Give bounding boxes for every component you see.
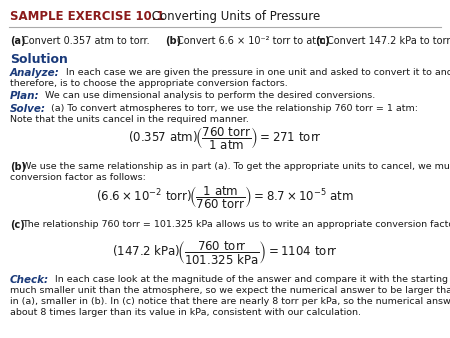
Text: Converting Units of Pressure: Converting Units of Pressure — [148, 10, 320, 23]
Text: Convert 0.357 atm to torr.: Convert 0.357 atm to torr. — [22, 36, 149, 46]
Text: Solution: Solution — [10, 53, 68, 66]
Text: $(147.2\ \mathrm{kPa})\!\left(\dfrac{760\ \mathrm{torr}}{101.325\ \mathrm{kPa}}\: $(147.2\ \mathrm{kPa})\!\left(\dfrac{760… — [112, 239, 338, 266]
Text: (b): (b) — [165, 36, 181, 46]
Text: Convert 6.6 × 10⁻² torr to atm.: Convert 6.6 × 10⁻² torr to atm. — [177, 36, 328, 46]
Text: much smaller unit than the atmosphere, so we expect the numerical answer to be l: much smaller unit than the atmosphere, s… — [10, 286, 450, 295]
Text: about 8 times larger than its value in kPa, consistent with our calculation.: about 8 times larger than its value in k… — [10, 308, 361, 317]
Text: We can use dimensional analysis to perform the desired conversions.: We can use dimensional analysis to perfo… — [42, 91, 375, 100]
Text: in (a), smaller in (b). In (c) notice that there are nearly 8 torr per kPa, so t: in (a), smaller in (b). In (c) notice th… — [10, 297, 450, 306]
Text: SAMPLE EXERCISE 10.1: SAMPLE EXERCISE 10.1 — [10, 10, 165, 23]
Text: Analyze:: Analyze: — [10, 68, 60, 78]
Text: In each case look at the magnitude of the answer and compare it with the startin: In each case look at the magnitude of th… — [52, 275, 450, 284]
Text: $(0.357\ \mathrm{atm})\!\left(\dfrac{760\ \mathrm{torr}}{1\ \mathrm{atm}}\right): $(0.357\ \mathrm{atm})\!\left(\dfrac{760… — [128, 125, 322, 151]
Text: (c): (c) — [315, 36, 330, 46]
Text: (a): (a) — [10, 36, 26, 46]
Text: The relationship 760 torr = 101.325 kPa allows us to write an appropriate conver: The relationship 760 torr = 101.325 kPa … — [22, 220, 450, 229]
Text: $(6.6 \times 10^{-2}\ \mathrm{torr})\!\left(\dfrac{1\ \mathrm{atm}}{760\ \mathrm: $(6.6 \times 10^{-2}\ \mathrm{torr})\!\l… — [96, 184, 354, 210]
Text: Solve:: Solve: — [10, 104, 46, 114]
Text: Plan:: Plan: — [10, 91, 40, 101]
Text: Check:: Check: — [10, 275, 49, 285]
Text: We use the same relationship as in part (a). To get the appropriate units to can: We use the same relationship as in part … — [22, 162, 450, 171]
Text: (b): (b) — [10, 162, 26, 172]
Text: In each case we are given the pressure in one unit and asked to convert it to an: In each case we are given the pressure i… — [63, 68, 450, 77]
Text: therefore, is to choose the appropriate conversion factors.: therefore, is to choose the appropriate … — [10, 79, 288, 88]
Text: Convert 147.2 kPa to torr.: Convert 147.2 kPa to torr. — [327, 36, 450, 46]
Text: conversion factor as follows:: conversion factor as follows: — [10, 173, 146, 182]
Text: (a) To convert atmospheres to torr, we use the relationship 760 torr = 1 atm:: (a) To convert atmospheres to torr, we u… — [48, 104, 418, 113]
Text: Note that the units cancel in the required manner.: Note that the units cancel in the requir… — [10, 115, 249, 124]
Text: (c): (c) — [10, 220, 25, 230]
